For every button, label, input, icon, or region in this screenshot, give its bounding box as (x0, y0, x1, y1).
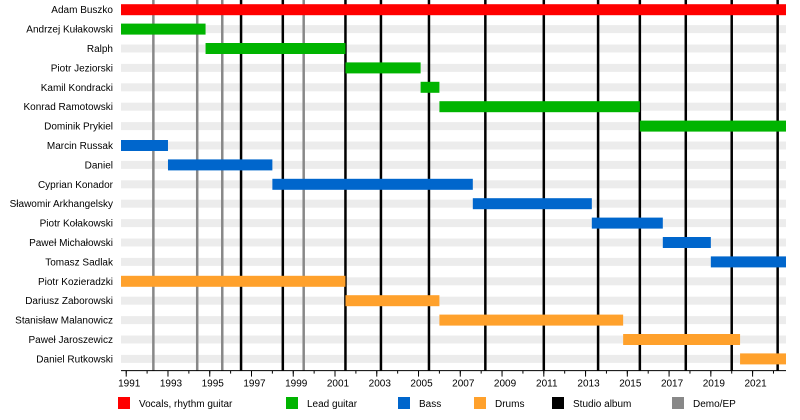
row-band (121, 219, 786, 228)
member-label: Paweł Michałowski (29, 238, 113, 249)
x-tick-label: 2007 (452, 379, 475, 390)
member-label: Piotr Kołakowski (40, 219, 113, 230)
member-bar (167, 159, 273, 171)
member-bar (472, 198, 592, 210)
member-labels: Adam Buszko Andrzej Kułakowski Ralph Piotr … (10, 5, 114, 365)
member-label: Ralph (87, 44, 113, 55)
member-bar (710, 256, 786, 268)
legend-swatch (552, 397, 564, 409)
member-label: Sławomir Arkhangelsky (10, 199, 113, 210)
member-label: Dariusz Zaborowski (25, 296, 113, 307)
legend-swatch (286, 397, 298, 409)
member-bar (623, 334, 741, 345)
member-bar (205, 43, 346, 54)
row-band (121, 44, 786, 53)
member-label: Cyprian Konador (38, 180, 114, 191)
x-tick-label: 2003 (369, 379, 392, 390)
member-bar (439, 101, 640, 113)
member-bar (272, 178, 473, 190)
x-tick-label: 2013 (577, 379, 600, 390)
member-label: Dominik Prykiel (44, 122, 113, 133)
row-band (121, 63, 786, 72)
member-bar (639, 120, 786, 132)
member-label: Konrad Ramotowski (24, 102, 113, 113)
member-label: Piotr Jeziorski (51, 63, 113, 74)
member-label: Tomasz Sadlak (45, 257, 114, 268)
member-bar (740, 353, 786, 365)
x-tick-label: 2001 (327, 379, 350, 390)
member-bar (662, 237, 711, 248)
legend-swatch (672, 397, 684, 409)
member-bar (420, 81, 440, 93)
row-band (121, 335, 786, 344)
row-band (121, 199, 786, 208)
x-tick-label: 2021 (744, 379, 767, 390)
legend-label: Bass (419, 399, 441, 410)
member-bars (121, 4, 786, 365)
x-tick-label: 2011 (536, 379, 558, 390)
x-tick-label: 2017 (661, 379, 684, 390)
x-tick-label: 2015 (619, 379, 642, 390)
member-bar (121, 23, 206, 35)
member-bar (345, 62, 421, 74)
legend: Vocals, rhythm guitar Lead guitar Bass Drum… (118, 397, 736, 410)
row-band (121, 141, 786, 150)
legend-label: Vocals, rhythm guitar (139, 399, 233, 410)
row-band (121, 354, 786, 363)
member-bar (121, 275, 346, 287)
member-bar (121, 140, 168, 151)
member-label: Daniel (85, 160, 113, 171)
member-label: Andrzej Kułakowski (26, 25, 113, 36)
legend-label: Drums (495, 399, 524, 410)
legend-swatch (474, 397, 486, 409)
row-band (121, 83, 786, 92)
legend-label: Lead guitar (307, 399, 358, 410)
row-band (121, 296, 786, 305)
x-tick-label: 1991 (118, 379, 141, 390)
x-tick-label: 1995 (202, 379, 225, 390)
member-bar (439, 314, 624, 326)
row-band (121, 238, 786, 247)
x-tick-label: 1993 (160, 379, 183, 390)
legend-label: Demo/EP (693, 399, 736, 410)
x-tick-label: 1999 (285, 379, 308, 390)
member-label: Daniel Rutkowski (36, 354, 113, 365)
row-band (121, 25, 786, 34)
member-label: Adam Buszko (51, 5, 113, 16)
x-tick-label: 1997 (243, 379, 266, 390)
member-bar (591, 217, 663, 229)
row-band (121, 257, 786, 266)
row-band (121, 122, 786, 131)
member-bar (121, 4, 786, 16)
x-axis: 1991 1993 1995 1997 1999 2001 2003 2005 2007 2009… (118, 370, 786, 390)
x-tick-label: 2009 (494, 379, 517, 390)
member-label: Piotr Kozieradzki (38, 277, 113, 288)
member-bar (345, 295, 440, 307)
row-band (121, 160, 786, 169)
row-band (121, 277, 786, 286)
member-label: Kamil Kondracki (41, 83, 113, 94)
x-tick-label: 2005 (410, 379, 433, 390)
legend-swatch (398, 397, 410, 409)
member-label: Marcin Russak (47, 141, 114, 152)
member-label: Stanisław Malanowicz (15, 316, 113, 327)
x-tick-label: 2019 (703, 379, 726, 390)
legend-swatch (118, 397, 130, 409)
legend-label: Studio album (573, 399, 631, 410)
member-label: Paweł Jaroszewicz (29, 335, 113, 346)
